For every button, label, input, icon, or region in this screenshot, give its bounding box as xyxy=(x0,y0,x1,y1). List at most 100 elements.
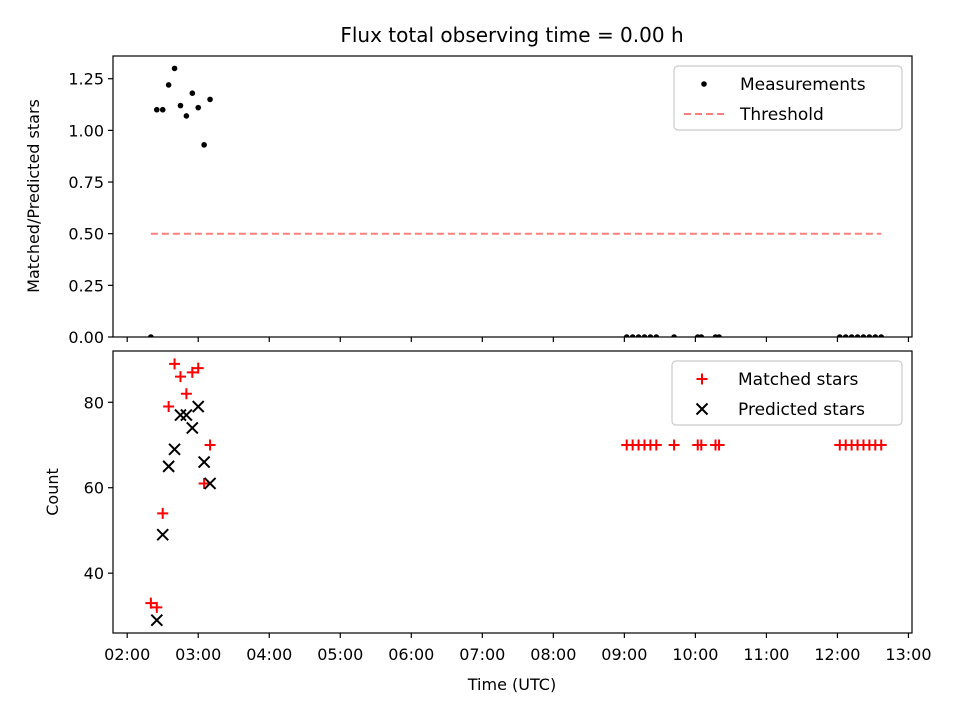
predicted-stars-point xyxy=(192,400,205,413)
legend-handle-predicted-stars xyxy=(695,402,709,416)
legend-label: Matched stars xyxy=(738,370,858,390)
measurements-point xyxy=(848,334,855,337)
matched-stars-point xyxy=(157,507,169,519)
y-tick-label: 80 xyxy=(84,393,104,412)
matched-stars-point xyxy=(186,366,198,378)
plot-area-0 xyxy=(148,65,885,337)
predicted-stars-point xyxy=(197,455,211,469)
predicted-stars-point xyxy=(156,528,169,541)
y-tick-label: 40 xyxy=(84,564,104,583)
matched-stars-point xyxy=(151,601,163,613)
measurements-point xyxy=(148,334,154,337)
predicted-stars-point xyxy=(162,460,175,473)
measurements-point xyxy=(698,334,705,337)
measurements-point xyxy=(641,334,648,337)
top-plot-marks xyxy=(148,65,885,337)
measurements-point xyxy=(629,334,636,337)
bottom-y-axis-label: Count xyxy=(43,468,62,516)
chart-title: Flux total observing time = 0.00 h xyxy=(340,23,683,47)
predicted-stars-point xyxy=(168,443,181,456)
measurements-point xyxy=(836,334,843,337)
measurements-point xyxy=(153,106,160,113)
measurements-point xyxy=(635,334,642,337)
predicted-stars-point xyxy=(186,421,199,435)
measurements-point xyxy=(207,96,213,103)
matched-stars-point xyxy=(169,358,181,370)
measurements-point xyxy=(647,334,654,337)
predicted-stars-point xyxy=(180,408,193,422)
legend-handle-matched-stars xyxy=(696,373,708,385)
matched-stars-point xyxy=(668,439,680,451)
predicted-stars-point xyxy=(203,477,217,490)
legend-box xyxy=(673,65,903,131)
bottom-axes: 40 60 80 02:00 03:00 04:00 05:00 06:00 07:00 08:0… xyxy=(84,350,932,664)
x-tick-label: 05:00 xyxy=(317,645,363,664)
y-tick-label: 0.25 xyxy=(68,276,104,295)
y-tick-label: 1.00 xyxy=(68,121,104,140)
top-y-axis-label: Matched/Predicted stars xyxy=(24,99,43,293)
x-tick-label: 07:00 xyxy=(459,645,505,664)
bottom-panel: Count Time (UTC) 40 60 80 02:00 03:00 04:00 05… xyxy=(43,350,932,694)
legend-label: Measurements xyxy=(740,75,866,95)
x-tick-label: 12:00 xyxy=(814,645,860,664)
axes-frame xyxy=(112,350,913,634)
predicted-stars-point xyxy=(174,408,187,422)
matched-stars-point xyxy=(650,439,662,451)
measurements-point xyxy=(878,334,885,337)
predicted-stars-point xyxy=(150,613,164,627)
measurements-point xyxy=(201,142,207,148)
legend-label: Threshold xyxy=(739,105,824,125)
x-tick-label: 09:00 xyxy=(601,645,647,664)
measurements-point xyxy=(177,102,184,109)
matched-stars-point xyxy=(174,371,186,383)
plot-area-1 xyxy=(145,358,887,627)
measurements-point xyxy=(671,334,677,337)
measurements-point xyxy=(159,106,166,113)
measurements-point xyxy=(623,334,630,337)
x-tick-label: 04:00 xyxy=(246,645,292,664)
axes-frame xyxy=(112,55,913,338)
measurements-point xyxy=(872,334,879,337)
x-tick-label: 11:00 xyxy=(743,645,789,664)
y-tick-label: 1.25 xyxy=(68,70,104,89)
legend-handle-measurements xyxy=(701,81,707,87)
top-axes: 0.00 0.25 0.50 0.75 1.00 1.25 xyxy=(68,55,913,347)
y-tick-label: 0.50 xyxy=(68,225,104,244)
y-tick-label: 0.00 xyxy=(68,328,104,347)
legend-box xyxy=(671,360,903,426)
bottom-plot-marks xyxy=(145,358,887,627)
measurements-point xyxy=(171,65,178,72)
bottom-legend: Matched stars Predicted stars xyxy=(671,360,903,426)
matched-stars-point xyxy=(198,477,210,489)
matched-stars-point xyxy=(204,439,216,451)
measurements-point xyxy=(183,113,190,119)
x-tick-label: 10:00 xyxy=(672,645,718,664)
measurements-point xyxy=(165,82,172,88)
top-legend: Measurements Threshold xyxy=(673,65,903,131)
measurements-point xyxy=(716,334,722,337)
x-axis-label: Time (UTC) xyxy=(467,675,556,694)
measurements-point xyxy=(860,334,867,337)
top-panel: Flux total observing time = 0.00 h Match… xyxy=(24,23,913,347)
matched-stars-point xyxy=(695,439,707,451)
legend-label: Predicted stars xyxy=(738,400,865,420)
x-tick-label: 03:00 xyxy=(175,645,221,664)
x-tick-label: 02:00 xyxy=(104,645,150,664)
matched-stars-point xyxy=(163,401,175,413)
matched-stars-point xyxy=(180,388,192,400)
matched-stars-point xyxy=(713,439,725,451)
measurements-point xyxy=(195,104,202,111)
measurements-point xyxy=(653,334,660,337)
y-tick-label: 0.75 xyxy=(68,173,104,192)
measurements-point xyxy=(854,334,861,337)
measurements-point xyxy=(842,334,849,337)
x-tick-label: 08:00 xyxy=(530,645,576,664)
x-tick-label: 13:00 xyxy=(885,645,931,664)
matched-stars-point xyxy=(145,597,157,609)
measurements-point xyxy=(189,90,196,96)
y-tick-label: 60 xyxy=(84,479,104,498)
measurements-point xyxy=(866,334,873,337)
matched-stars-point xyxy=(192,362,204,374)
x-tick-label: 06:00 xyxy=(388,645,434,664)
